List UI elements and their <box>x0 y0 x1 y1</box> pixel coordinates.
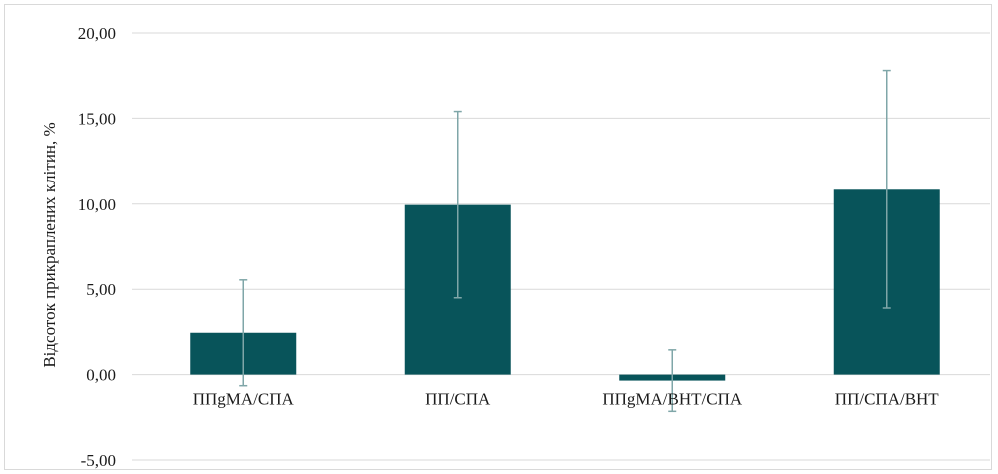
error-bar <box>882 69 891 309</box>
category-label: ПП/СПА <box>425 390 491 409</box>
category-label: ПП/СПА/ВНТ <box>835 390 940 409</box>
y-tick-label: 20,00 <box>78 24 116 43</box>
y-tick-labels: -5,00 0,00 5,00 10,00 15,00 20,00 <box>78 24 116 470</box>
error-bar <box>453 110 462 299</box>
y-tick-label: -5,00 <box>81 451 116 470</box>
error-bar <box>239 279 248 387</box>
error-bars <box>239 69 891 413</box>
y-tick-label: 15,00 <box>78 109 116 128</box>
bars <box>190 189 940 381</box>
y-tick-label: 5,00 <box>86 280 116 299</box>
error-bar <box>668 349 677 413</box>
category-label: ППgMA/СПА <box>193 390 295 409</box>
y-axis-label: Відсоток прикраплених клітин, % <box>40 122 59 367</box>
category-label: ППgMA/ВНТ/СПА <box>602 390 743 409</box>
category-labels: ППgMA/СПА ПП/СПА ППgMA/ВНТ/СПА ПП/СПА/ВНТ <box>193 390 940 409</box>
y-tick-label: 10,00 <box>78 195 116 214</box>
y-tick-label: 0,00 <box>86 366 116 385</box>
